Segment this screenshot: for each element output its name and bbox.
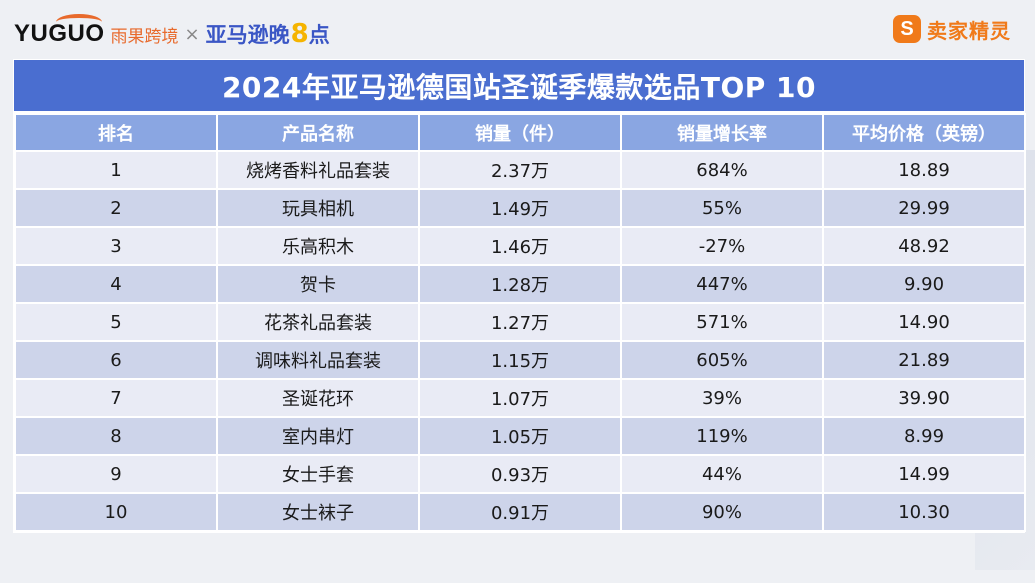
column-header: 排名 — [14, 113, 218, 152]
product-cell: 乐高积木 — [216, 226, 420, 266]
growth-cell: 44% — [620, 454, 824, 494]
growth-cell: 571% — [620, 302, 824, 342]
product-cell: 圣诞花环 — [216, 378, 420, 418]
yuguo-logo: YUGUO — [14, 14, 105, 48]
column-header: 销量（件） — [418, 113, 622, 152]
product-cell: 女士袜子 — [216, 492, 420, 532]
mjjl-logo-text: 卖家精灵 — [927, 18, 1011, 43]
rank-cell: 8 — [14, 416, 218, 456]
price-cell: 21.89 — [822, 340, 1026, 380]
cross-icon: × — [184, 23, 200, 45]
column-header: 销量增长率 — [620, 113, 824, 152]
product-cell: 烧烤香料礼品套装 — [216, 150, 420, 190]
page-header: YUGUO 雨果跨境 × 亚马逊晚 8 点 S 卖家精灵 — [0, 0, 1035, 58]
table-title: 2024年亚马逊德国站圣诞季爆款选品TOP 10 — [14, 60, 1024, 113]
sales-cell: 1.05万 — [418, 416, 622, 456]
growth-cell: -27% — [620, 226, 824, 266]
sales-cell: 1.49万 — [418, 188, 622, 228]
sales-cell: 1.27万 — [418, 302, 622, 342]
table-row: 10 女士袜子 0.91万 90% 10.30 — [14, 492, 1026, 532]
price-cell: 14.99 — [822, 454, 1026, 494]
rank-cell: 10 — [14, 492, 218, 532]
amz-logo-eight: 8 — [290, 19, 309, 49]
rank-cell: 6 — [14, 340, 218, 380]
product-cell: 玩具相机 — [216, 188, 420, 228]
table-row: 3 乐高积木 1.46万 -27% 48.92 — [14, 226, 1026, 266]
table-row: 7 圣诞花环 1.07万 39% 39.90 — [14, 378, 1026, 418]
amz-logo-text: 亚马逊晚 — [205, 23, 290, 47]
partner-logos: YUGUO 雨果跨境 × 亚马逊晚 8 点 — [14, 14, 330, 54]
sales-cell: 2.37万 — [418, 150, 622, 190]
sales-cell: 1.07万 — [418, 378, 622, 418]
growth-cell: 447% — [620, 264, 824, 304]
s-badge-icon: S — [893, 15, 921, 43]
table-row: 4 贺卡 1.28万 447% 9.90 — [14, 264, 1026, 304]
rank-cell: 1 — [14, 150, 218, 190]
price-cell: 8.99 — [822, 416, 1026, 456]
sales-cell: 1.15万 — [418, 340, 622, 380]
price-cell: 14.90 — [822, 302, 1026, 342]
table-row: 5 花茶礼品套装 1.27万 571% 14.90 — [14, 302, 1026, 342]
sales-cell: 1.28万 — [418, 264, 622, 304]
growth-cell: 605% — [620, 340, 824, 380]
growth-cell: 55% — [620, 188, 824, 228]
price-cell: 18.89 — [822, 150, 1026, 190]
price-cell: 48.92 — [822, 226, 1026, 266]
table-row: 9 女士手套 0.93万 44% 14.99 — [14, 454, 1026, 494]
growth-cell: 90% — [620, 492, 824, 532]
product-cell: 调味料礼品套装 — [216, 340, 420, 380]
product-cell: 花茶礼品套装 — [216, 302, 420, 342]
ranking-table-container: 2024年亚马逊德国站圣诞季爆款选品TOP 10 排名 产品名称 销量（件） 销… — [13, 59, 1026, 533]
yuguo-cn-label: 雨果跨境 — [110, 26, 179, 47]
sales-cell: 0.91万 — [418, 492, 622, 532]
price-cell: 29.99 — [822, 188, 1026, 228]
product-cell: 贺卡 — [216, 264, 420, 304]
product-cell: 女士手套 — [216, 454, 420, 494]
table-row: 6 调味料礼品套装 1.15万 605% 21.89 — [14, 340, 1026, 380]
product-cell: 室内串灯 — [216, 416, 420, 456]
price-cell: 9.90 — [822, 264, 1026, 304]
rank-cell: 9 — [14, 454, 218, 494]
swoosh-icon — [56, 14, 102, 30]
growth-cell: 119% — [620, 416, 824, 456]
rank-cell: 3 — [14, 226, 218, 266]
table-row: 8 室内串灯 1.05万 119% 8.99 — [14, 416, 1026, 456]
mjjl-logo: S 卖家精灵 — [893, 12, 1011, 46]
column-header: 产品名称 — [216, 113, 420, 152]
table-header-row: 排名 产品名称 销量（件） 销量增长率 平均价格（英镑） — [14, 113, 1026, 152]
growth-cell: 39% — [620, 378, 824, 418]
rank-cell: 2 — [14, 188, 218, 228]
table-row: 1 烧烤香料礼品套装 2.37万 684% 18.89 — [14, 150, 1026, 190]
rank-cell: 5 — [14, 302, 218, 342]
rank-cell: 4 — [14, 264, 218, 304]
price-cell: 39.90 — [822, 378, 1026, 418]
amz-logo-point: 点 — [308, 23, 330, 47]
growth-cell: 684% — [620, 150, 824, 190]
price-cell: 10.30 — [822, 492, 1026, 532]
ranking-table: 排名 产品名称 销量（件） 销量增长率 平均价格（英镑） 1 烧烤香料礼品套装 … — [14, 113, 1026, 532]
column-header: 平均价格（英镑） — [822, 113, 1026, 152]
rank-cell: 7 — [14, 378, 218, 418]
sales-cell: 1.46万 — [418, 226, 622, 266]
sales-cell: 0.93万 — [418, 454, 622, 494]
table-row: 2 玩具相机 1.49万 55% 29.99 — [14, 188, 1026, 228]
